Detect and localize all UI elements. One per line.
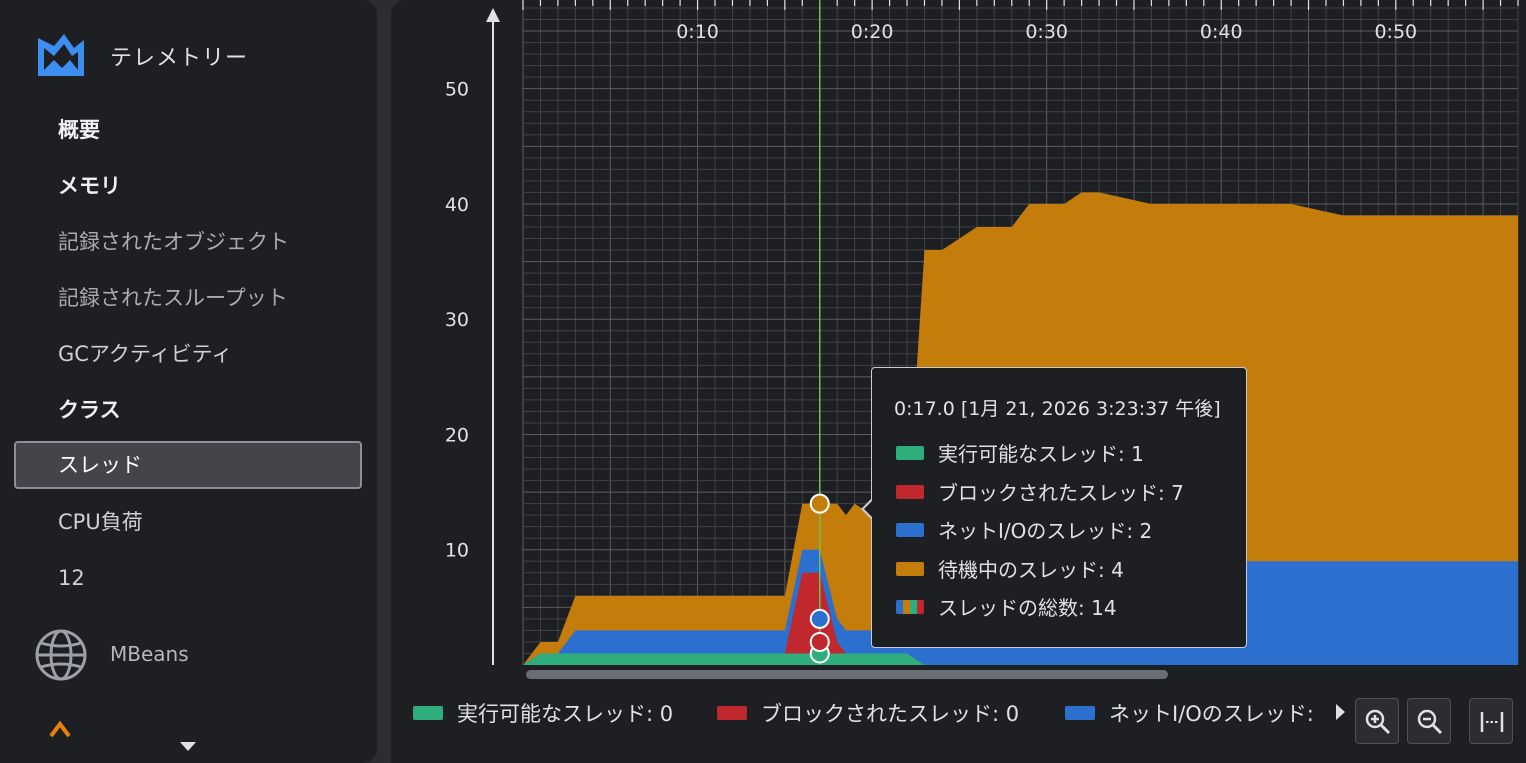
sidebar-item-12[interactable]: 12: [58, 566, 85, 590]
zoom-in-button[interactable]: [1355, 698, 1399, 744]
sidebar: テレメトリー 概要 メモリ 記録されたオブジェクト 記録されたスループット GC…: [0, 0, 377, 763]
sidebar-item-threads[interactable]: スレッド: [14, 441, 362, 489]
legend-runnable-swatch: [413, 706, 443, 720]
globe-icon: [35, 629, 87, 681]
legend-blocked-swatch: [717, 706, 747, 720]
tooltip-row-total: スレッドの総数: 14: [896, 592, 1117, 620]
sidebar-title: テレメトリー: [110, 46, 249, 71]
sidebar-item-recorded-throughput[interactable]: 記録されたスループット: [58, 286, 288, 310]
runnable-swatch: [896, 445, 924, 460]
mbeans-label: MBeans: [110, 642, 189, 666]
sidebar-item-overview[interactable]: 概要: [58, 118, 100, 142]
zoom-in-icon: [1365, 709, 1391, 735]
legend-net-io-swatch: [1065, 706, 1095, 720]
tooltip-row-runnable: 実行可能なスレッド: 1: [896, 438, 1144, 466]
cursor-marker: [809, 631, 830, 652]
y-tick-label: 30: [445, 309, 469, 331]
tooltip-row-net-io: ネットI/Oのスレッド: 2: [896, 515, 1152, 543]
x-tick-label: 0:40: [1200, 21, 1243, 43]
fit-width-icon: [1480, 712, 1504, 732]
zoom-out-button[interactable]: [1407, 698, 1451, 744]
tooltip-row-waiting: 待機中のスレッド: 4: [896, 554, 1124, 582]
cursor-marker: [809, 608, 830, 629]
y-tick-label: 50: [445, 79, 469, 101]
sidebar-item-cpu-load[interactable]: CPU負荷: [58, 510, 143, 534]
fit-width-button[interactable]: [1469, 698, 1513, 744]
x-tick-label: 0:20: [851, 21, 894, 43]
zoom-out-icon: [1417, 709, 1443, 735]
chart-tooltip: 0:17.0 [1月 21, 2026 3:23:37 午後] 実行可能なスレッ…: [871, 367, 1247, 648]
sidebar-header: テレメトリー: [36, 30, 356, 80]
legend-net-io[interactable]: ネットI/Oのスレッド:: [1065, 698, 1314, 726]
x-tick-labels: 0:10 0:20 0:30 0:40 0:50: [676, 21, 1417, 43]
tooltip-pointer-fill: [864, 500, 873, 518]
x-tick-label: 0:50: [1374, 21, 1417, 43]
y-axis-arrow-icon: [486, 8, 500, 22]
legend-blocked[interactable]: ブロックされたスレッド: 0: [717, 698, 1019, 726]
area-実行可能なスレッド: [523, 653, 1518, 665]
sidebar-item-gc-activity[interactable]: GCアクティビティ: [58, 342, 233, 366]
y-tick-label: 40: [445, 194, 469, 216]
sidebar-item-recorded-objects[interactable]: 記録されたオブジェクト: [58, 230, 289, 254]
scroll-down-icon[interactable]: [178, 740, 198, 752]
x-tick-label: 0:10: [676, 21, 719, 43]
chart-horizontal-scrollbar[interactable]: [526, 670, 1168, 679]
sidebar-item-mbeans[interactable]: MBeans: [34, 628, 354, 682]
net-io-swatch: [896, 522, 924, 537]
legend-runnable[interactable]: 実行可能なスレッド: 0: [413, 698, 673, 726]
y-tick-label: 20: [445, 424, 469, 446]
total-swatch: [896, 599, 924, 614]
sidebar-item-classes[interactable]: クラス: [58, 398, 121, 422]
y-tick-label: 10: [445, 540, 469, 562]
chart-axes: [486, 0, 1519, 665]
blocked-swatch: [896, 484, 924, 499]
chart-cursor: [809, 0, 830, 665]
threads-chart-panel: 0:10 0:20 0:30 0:40 0:50 10 20 30 40 50 0:17.0 […: [391, 0, 1526, 763]
tooltip-title: 0:17.0 [1月 21, 2026 3:23:37 午後]: [894, 398, 1221, 420]
waiting-swatch: [896, 561, 924, 576]
telemetry-logo-icon: [38, 34, 84, 76]
tooltip-row-blocked: ブロックされたスレッド: 7: [896, 477, 1184, 505]
cursor-marker: [809, 493, 830, 514]
legend-scroll-right-icon[interactable]: [1334, 703, 1346, 721]
y-tick-labels: 10 20 30 40 50: [445, 79, 469, 562]
chevron-up-orange-icon: [49, 720, 71, 738]
x-tick-label: 0:30: [1025, 21, 1068, 43]
sidebar-item-memory[interactable]: メモリ: [58, 174, 121, 198]
